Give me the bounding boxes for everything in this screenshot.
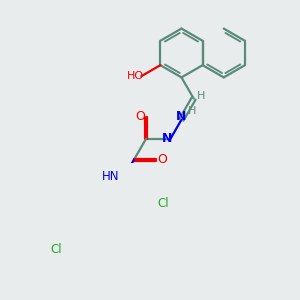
Text: Cl: Cl [157,197,169,210]
Text: HN: HN [102,169,119,183]
Text: H: H [188,106,196,116]
Text: O: O [157,153,167,166]
Text: N: N [176,110,187,122]
Text: H: H [197,91,205,101]
Text: O: O [135,110,145,123]
Text: N: N [162,132,172,145]
Text: Cl: Cl [50,243,62,256]
Text: HO: HO [127,71,144,81]
